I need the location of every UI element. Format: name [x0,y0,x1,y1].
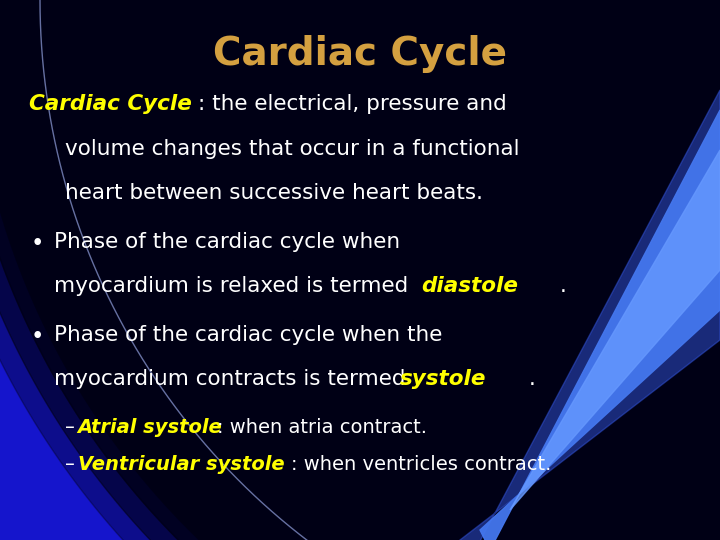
Text: volume changes that occur in a functional: volume changes that occur in a functiona… [65,139,519,159]
Text: •: • [30,325,44,348]
Text: Phase of the cardiac cycle when: Phase of the cardiac cycle when [54,232,400,252]
Text: Cardiac Cycle: Cardiac Cycle [213,35,507,73]
Text: –: – [65,455,81,474]
Text: myocardium is relaxed is termed: myocardium is relaxed is termed [54,276,415,296]
Polygon shape [460,90,720,540]
Text: Ventricular systole: Ventricular systole [78,455,284,474]
Text: –: – [65,418,81,437]
Text: Phase of the cardiac cycle when the: Phase of the cardiac cycle when the [54,325,442,345]
Text: : when ventricles contract.: : when ventricles contract. [291,455,552,474]
Text: : the electrical, pressure and: : the electrical, pressure and [198,94,507,114]
Polygon shape [510,150,720,510]
Text: diastole: diastole [421,276,518,296]
Text: Atrial systole: Atrial systole [78,418,222,437]
Text: systole: systole [400,369,486,389]
Text: Cardiac Cycle: Cardiac Cycle [29,94,192,114]
Text: .: . [528,369,536,389]
Text: heart between successive heart beats.: heart between successive heart beats. [65,183,483,203]
Text: myocardium contracts is termed: myocardium contracts is termed [54,369,413,389]
Polygon shape [480,110,720,540]
Text: : when atria contract.: : when atria contract. [217,418,428,437]
Text: .: . [560,276,567,296]
Text: •: • [30,232,44,255]
